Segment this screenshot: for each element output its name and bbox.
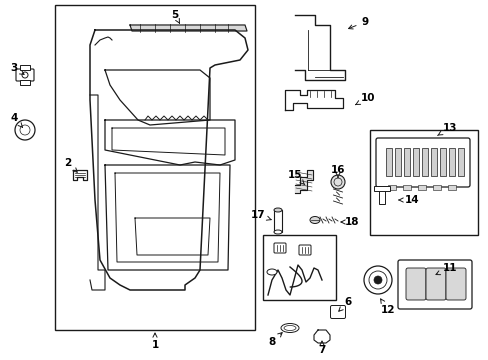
- Text: 8: 8: [268, 333, 282, 347]
- Bar: [448, 148, 454, 176]
- Bar: [273, 210, 282, 232]
- FancyBboxPatch shape: [425, 268, 445, 300]
- Ellipse shape: [284, 325, 295, 330]
- Text: 16: 16: [330, 165, 345, 178]
- Bar: [378, 190, 384, 204]
- Ellipse shape: [281, 324, 298, 333]
- Bar: [20, 65, 30, 70]
- Polygon shape: [294, 170, 312, 193]
- Bar: [430, 148, 436, 176]
- Circle shape: [363, 266, 391, 294]
- Bar: [20, 80, 30, 85]
- Bar: [55, 5, 254, 330]
- Text: 4: 4: [10, 113, 22, 127]
- Polygon shape: [130, 25, 246, 31]
- Bar: [263, 235, 335, 300]
- Text: 15: 15: [287, 170, 304, 185]
- FancyBboxPatch shape: [405, 268, 425, 300]
- Bar: [385, 148, 391, 176]
- Circle shape: [330, 175, 345, 189]
- Text: 14: 14: [398, 195, 418, 205]
- Bar: [402, 185, 410, 190]
- Text: 12: 12: [380, 299, 394, 315]
- Bar: [412, 148, 418, 176]
- FancyBboxPatch shape: [375, 138, 469, 187]
- FancyBboxPatch shape: [445, 268, 465, 300]
- Text: 13: 13: [437, 123, 456, 135]
- Bar: [373, 186, 389, 191]
- Bar: [432, 185, 440, 190]
- Text: 2: 2: [64, 158, 77, 172]
- FancyBboxPatch shape: [397, 260, 471, 309]
- Text: 1: 1: [151, 333, 158, 350]
- Circle shape: [368, 271, 386, 289]
- Bar: [417, 185, 425, 190]
- Text: 6: 6: [338, 297, 351, 311]
- FancyBboxPatch shape: [16, 69, 34, 81]
- Bar: [457, 148, 463, 176]
- FancyBboxPatch shape: [273, 243, 285, 253]
- FancyBboxPatch shape: [330, 306, 345, 319]
- Bar: [403, 148, 409, 176]
- Ellipse shape: [273, 208, 282, 212]
- Text: 5: 5: [171, 10, 179, 23]
- Ellipse shape: [273, 230, 282, 234]
- Text: 9: 9: [348, 17, 368, 29]
- Bar: [394, 148, 400, 176]
- Bar: [439, 148, 445, 176]
- Bar: [421, 148, 427, 176]
- Bar: [369, 130, 477, 235]
- Text: 7: 7: [318, 341, 325, 355]
- Text: 3: 3: [10, 63, 24, 75]
- Ellipse shape: [266, 269, 276, 275]
- Text: 18: 18: [341, 217, 359, 227]
- Text: 10: 10: [355, 93, 374, 105]
- Bar: [447, 185, 455, 190]
- Text: 17: 17: [250, 210, 270, 220]
- Text: 11: 11: [435, 263, 456, 275]
- Bar: [387, 185, 395, 190]
- Circle shape: [373, 276, 381, 284]
- Ellipse shape: [309, 216, 319, 224]
- FancyBboxPatch shape: [298, 245, 310, 255]
